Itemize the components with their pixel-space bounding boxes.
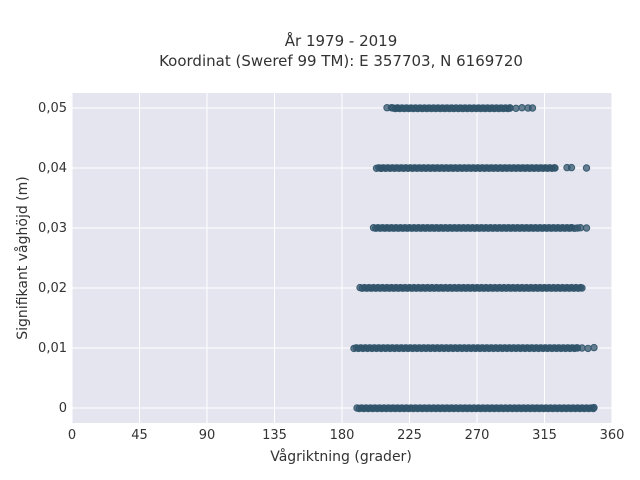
data-point (393, 104, 402, 112)
data-point (387, 104, 396, 112)
y-axis-label: Signifikant våghöjd (m) (14, 176, 31, 339)
data-point (576, 224, 585, 232)
data-point (578, 344, 586, 352)
y-tick-label: 0 (59, 401, 67, 416)
y-tick-label: 0,03 (38, 221, 67, 236)
x-tick-label: 315 (532, 428, 557, 443)
y-tick-label: 0,04 (38, 161, 67, 176)
x-axis-ticks: 0 45 90 135 180 225 270 315 360 (68, 428, 625, 443)
data-point (590, 403, 598, 412)
x-axis-label: Vågriktning (grader) (270, 448, 412, 465)
data-point (590, 343, 598, 352)
x-tick-label: 180 (330, 428, 355, 443)
chart-title-line-1: År 1979 - 2019 (285, 31, 398, 50)
x-tick-label: 90 (199, 428, 216, 443)
y-tick-label: 0,01 (38, 341, 67, 356)
data-point (584, 344, 592, 353)
x-tick-label: 360 (600, 428, 625, 443)
data-point (582, 224, 591, 232)
data-point (567, 163, 576, 172)
data-point (512, 104, 520, 113)
data-point (551, 164, 559, 172)
x-tick-label: 270 (465, 428, 490, 443)
x-tick-label: 225 (397, 428, 422, 443)
data-point (518, 104, 526, 112)
data-point (377, 164, 385, 173)
x-tick-label: 0 (68, 428, 76, 443)
data-points (350, 104, 598, 413)
x-tick-label: 135 (262, 428, 287, 443)
data-point (528, 104, 537, 112)
chart-title-line-2: Koordinat (Sweref 99 TM): E 357703, N 61… (159, 52, 523, 70)
y-tick-label: 0,05 (38, 101, 67, 116)
x-tick-label: 45 (131, 428, 148, 443)
data-point (582, 164, 591, 172)
y-axis-ticks: 0 0,01 0,02 0,03 0,04 0,05 (38, 101, 67, 416)
data-point (506, 104, 514, 112)
y-tick-label: 0,02 (38, 281, 67, 296)
data-point (578, 284, 586, 292)
chart-title: År 1979 - 2019 Koordinat (Sweref 99 TM):… (159, 31, 523, 70)
